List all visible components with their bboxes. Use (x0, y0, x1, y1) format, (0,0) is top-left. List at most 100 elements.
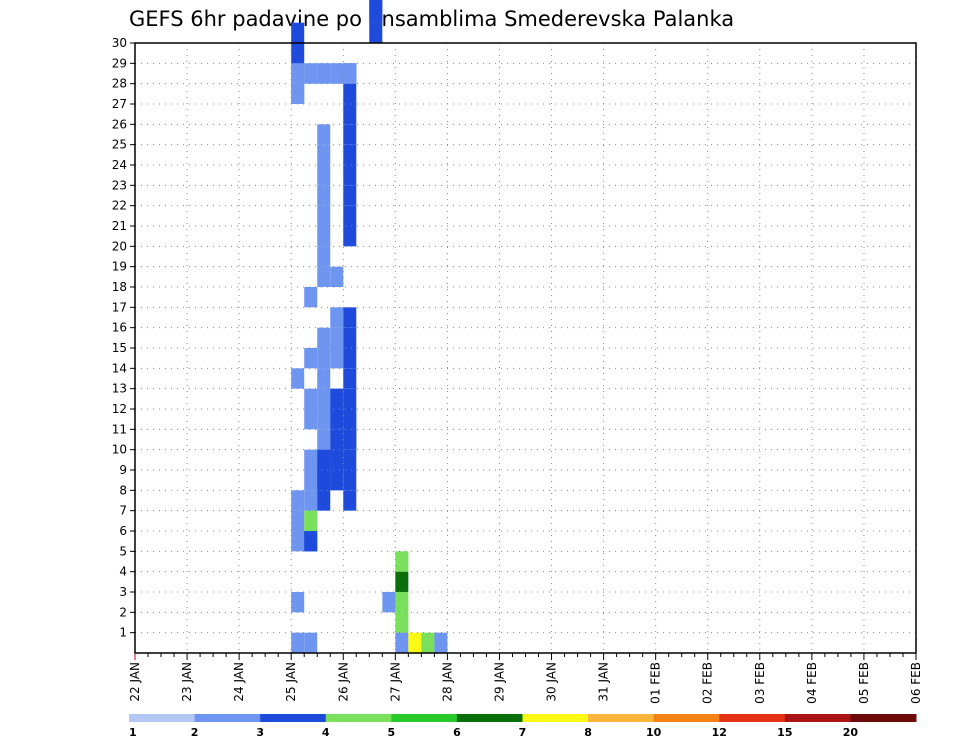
x-tick-label: 06 FEB (909, 662, 923, 704)
y-tick-label: 26 (112, 117, 127, 131)
y-tick-label: 18 (112, 280, 127, 294)
heat-cell (304, 449, 318, 470)
heat-cell (304, 490, 318, 511)
heat-cell (343, 409, 357, 430)
x-tick-label: 23 JAN (180, 662, 194, 702)
heat-cell (369, 22, 383, 43)
heat-cell (382, 592, 396, 613)
y-tick-label: 5 (119, 544, 127, 558)
heat-cell (343, 205, 357, 226)
x-tick-label: 02 FEB (701, 662, 715, 704)
y-tick-label: 25 (112, 138, 127, 152)
x-tick-label: 27 JAN (388, 662, 402, 702)
y-tick-label: 6 (119, 524, 127, 538)
heat-cell (317, 409, 331, 430)
y-tick-label: 22 (112, 199, 127, 213)
heat-cell (317, 470, 331, 491)
heat-cell (343, 348, 357, 369)
heat-cell (343, 388, 357, 409)
heat-cell (317, 266, 331, 287)
heat-cell (304, 531, 318, 552)
heat-cell (317, 63, 331, 84)
heat-cell (330, 266, 344, 287)
heat-cell (317, 388, 331, 409)
colorbar-label: 6 (453, 726, 461, 739)
x-tick-label: 01 FEB (649, 662, 663, 704)
colorbar-swatch (260, 714, 327, 722)
colorbar-label: 7 (519, 726, 527, 739)
y-tick-label: 4 (119, 565, 127, 579)
y-tick-label: 1 (119, 626, 127, 640)
colorbar-swatch (784, 714, 851, 722)
x-tick-label: 28 JAN (440, 662, 454, 702)
colorbar-swatch (850, 714, 917, 722)
heat-cell (330, 348, 344, 369)
heat-cell (291, 531, 305, 552)
heat-cell (291, 510, 305, 531)
heat-cell (291, 22, 305, 43)
x-tick-label: 25 JAN (284, 662, 298, 702)
heat-cell (395, 632, 409, 653)
y-tick-label: 10 (112, 443, 127, 457)
y-tick-label: 16 (112, 321, 127, 335)
heat-cell (304, 63, 318, 84)
heat-cell (369, 2, 383, 23)
heat-cell (395, 592, 409, 613)
colorbar-swatch (588, 714, 655, 722)
colorbar-label: 10 (646, 726, 662, 739)
heat-cell (369, 0, 383, 3)
heat-cell (291, 592, 305, 613)
colorbar-swatch (325, 714, 392, 722)
heat-cell (343, 429, 357, 450)
x-tick-label: 24 JAN (232, 662, 246, 702)
colorbar-swatch (522, 714, 589, 722)
y-tick-label: 11 (112, 422, 127, 436)
heat-cell (343, 104, 357, 125)
x-tick-label: 03 FEB (753, 662, 767, 704)
grid-layer (135, 43, 916, 653)
y-tick-label: 28 (112, 77, 127, 91)
heat-cell (343, 63, 357, 84)
heat-cell (291, 63, 305, 84)
heat-cell (343, 307, 357, 328)
y-tick-label: 21 (112, 219, 127, 233)
heat-cell (330, 63, 344, 84)
cells-layer (291, 0, 448, 653)
heat-cell (330, 429, 344, 450)
heat-cell (317, 327, 331, 348)
colorbar-label: 3 (256, 726, 264, 739)
y-tick-label: 13 (112, 382, 127, 396)
heat-cell (317, 368, 331, 389)
y-tick-label: 9 (119, 463, 127, 477)
colorbar-label: 4 (322, 726, 330, 739)
heat-cell (304, 470, 318, 491)
heat-cell (304, 632, 318, 653)
y-tick-label: 17 (112, 300, 127, 314)
colorbar-swatch (129, 714, 196, 722)
y-tick-label: 29 (112, 56, 127, 70)
x-tick-label: 30 JAN (545, 662, 559, 702)
colorbar-label: 2 (191, 726, 199, 739)
heat-cell (421, 632, 435, 653)
y-tick-label: 7 (119, 504, 127, 518)
heat-cell (291, 490, 305, 511)
y-tick-label: 19 (112, 260, 127, 274)
heat-cell (317, 185, 331, 206)
heat-cell (317, 144, 331, 165)
y-tick-label: 27 (112, 97, 127, 111)
y-tick-label: 2 (119, 605, 127, 619)
heat-cell (304, 388, 318, 409)
heat-cell (291, 83, 305, 104)
heat-cell (317, 165, 331, 186)
heat-cell (343, 226, 357, 247)
heat-cell (317, 490, 331, 511)
y-tick-label: 3 (119, 585, 127, 599)
heat-cell (291, 632, 305, 653)
colorbar-label: 5 (388, 726, 396, 739)
heat-cell (343, 144, 357, 165)
heat-cell (330, 307, 344, 328)
colorbar-label: 8 (584, 726, 592, 739)
x-tick-label: 05 FEB (857, 662, 871, 704)
x-tick-label: 04 FEB (805, 662, 819, 704)
